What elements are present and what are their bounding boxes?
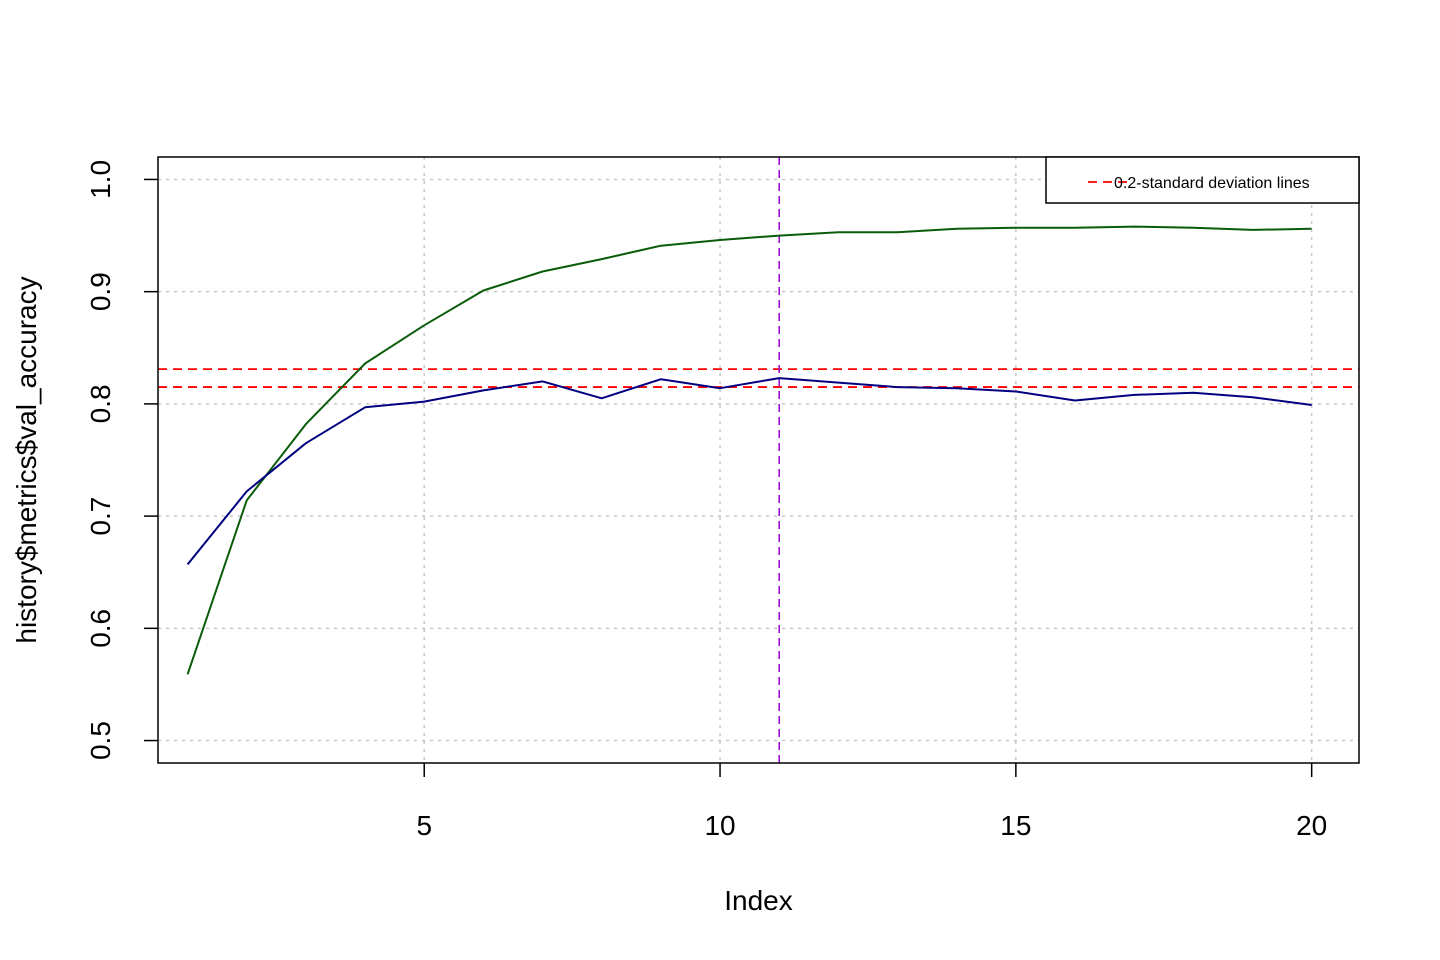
x-tick-label: 15 <box>1000 810 1031 841</box>
x-tick-label: 20 <box>1296 810 1327 841</box>
x-tick-label: 5 <box>416 810 432 841</box>
y-tick-label: 0.9 <box>85 272 116 311</box>
plot-frame <box>157 156 1360 764</box>
legend: 0.2-standard deviation lines <box>1045 156 1360 204</box>
y-tick-label: 0.6 <box>85 609 116 648</box>
series-line-val-accuracy <box>186 377 1312 566</box>
y-tick-label: 0.8 <box>85 384 116 423</box>
grid <box>158 157 1359 763</box>
series-line-accuracy <box>186 225 1312 675</box>
x-axis: 5 10 15 20 <box>416 763 1327 841</box>
x-tick-label: 10 <box>704 810 735 841</box>
x-axis-title: Index <box>724 885 793 916</box>
y-tick-label: 0.5 <box>85 721 116 760</box>
legend-label: 0.2-standard deviation lines <box>1114 175 1310 192</box>
y-axis: 0.5 0.6 0.7 0.8 0.9 1.0 <box>85 160 158 760</box>
y-tick-label: 0.7 <box>85 497 116 536</box>
data-series <box>186 225 1312 675</box>
y-axis-title: history$metrics$val_accuracy <box>11 276 42 643</box>
y-tick-label: 1.0 <box>85 160 116 199</box>
legend-box <box>1045 156 1360 204</box>
reference-lines <box>158 157 1359 763</box>
